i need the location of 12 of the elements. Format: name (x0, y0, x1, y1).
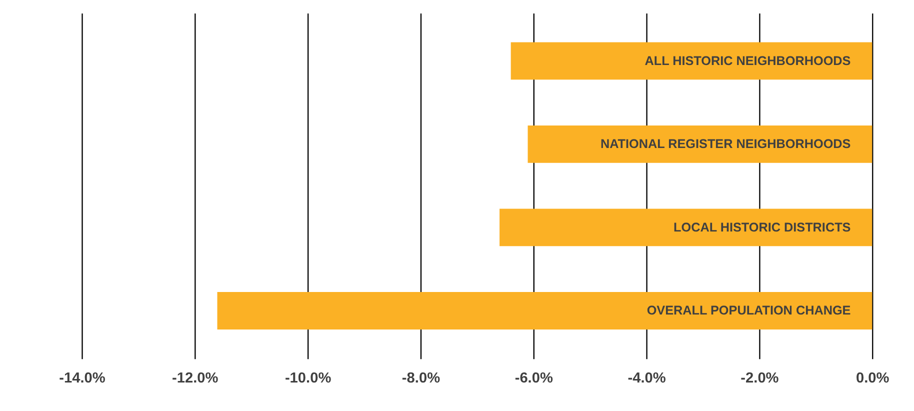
x-tick-label: -6.0% (514, 370, 553, 386)
y-tick-label: ALL HISTORIC NEIGHBORHOODS (644, 54, 851, 68)
y-tick-label: NATIONAL REGISTER NEIGHBORHOODS (600, 137, 851, 152)
x-tick-label: -8.0% (402, 370, 440, 386)
x-tick-label: -4.0% (628, 370, 666, 386)
y-tick-label: OVERALL POPULATION CHANGE (646, 304, 851, 318)
x-tick-label: -10.0% (284, 370, 332, 386)
x-tick-label: -2.0% (740, 370, 779, 386)
x-tick-label: 0.0% (856, 370, 890, 386)
x-tick-label: -12.0% (172, 370, 218, 386)
y-tick-label: LOCAL HISTORIC DISTRICTS (674, 220, 851, 234)
x-tick-label: -14.0% (59, 370, 106, 386)
